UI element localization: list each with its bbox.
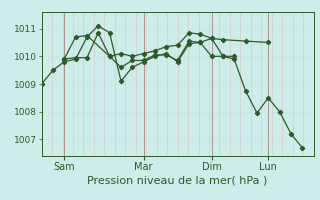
X-axis label: Pression niveau de la mer( hPa ): Pression niveau de la mer( hPa ): [87, 176, 268, 186]
